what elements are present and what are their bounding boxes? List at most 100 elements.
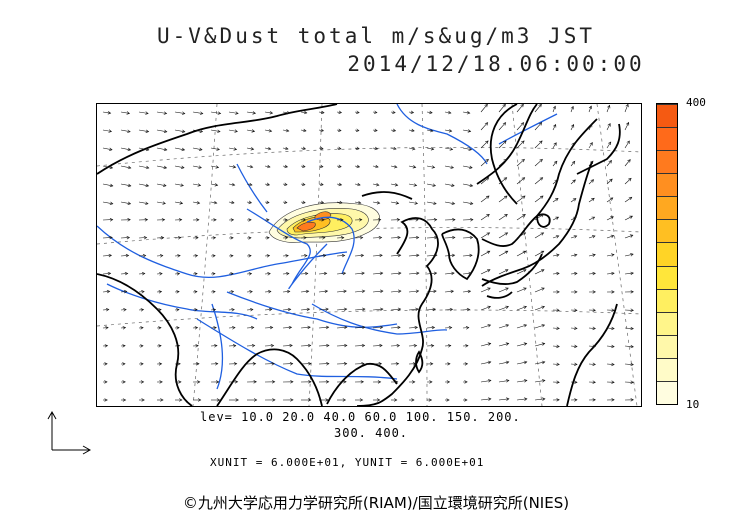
dust-concentration <box>268 202 381 243</box>
wind-arrow-head <box>540 214 544 218</box>
colorbar-band <box>657 242 677 266</box>
river <box>106 283 258 320</box>
wind-arrow-head <box>122 398 127 402</box>
wind-arrow <box>534 343 545 347</box>
wind-arrow-head <box>325 325 330 330</box>
wind-arrow-head <box>373 110 378 114</box>
wind-arrow <box>498 214 508 221</box>
wind-arrow <box>516 250 526 257</box>
wind-arrow <box>282 111 290 114</box>
wind-arrow-head <box>393 165 398 169</box>
wind-arrow-head <box>343 307 348 312</box>
wind-arrow-head <box>451 271 455 276</box>
wind-arrow <box>534 269 545 275</box>
wind-arrow-head <box>413 183 418 187</box>
wind-arrow-head <box>611 344 615 349</box>
wind-arrow-head <box>302 200 306 204</box>
wind-arrow <box>354 183 361 186</box>
wind-arrow <box>588 345 596 347</box>
wind-arrow-head <box>629 215 633 219</box>
wind-arrow <box>372 165 379 168</box>
wind-arrow-head <box>592 398 596 402</box>
wind-arrow <box>336 290 347 293</box>
wind-arrow-head <box>431 165 436 169</box>
wind-arrow <box>246 129 255 132</box>
wind-arrow <box>120 183 131 187</box>
wind-arrow-head <box>398 271 402 275</box>
wind-arrow-head <box>590 160 594 165</box>
wind-arrow-head <box>176 290 180 294</box>
wind-arrow-head <box>196 218 200 222</box>
wind-arrow <box>102 291 110 293</box>
wind-arrow <box>498 287 509 293</box>
wind-arrow-head <box>611 253 615 257</box>
wind-arrow-head <box>608 141 612 146</box>
wind-arrow <box>552 124 556 131</box>
wind-arrow-head <box>521 177 526 181</box>
wind-arrow <box>426 129 433 132</box>
wind-arrow <box>282 129 289 132</box>
wind-arrow-head <box>571 142 575 146</box>
wind-arrow-head <box>484 122 489 126</box>
wind-arrow-head <box>504 269 509 273</box>
wind-arrow-head <box>411 398 415 402</box>
wind-arrow-head <box>362 325 366 330</box>
wind-arrow-head <box>302 146 307 151</box>
wind-arrow-head <box>592 344 596 349</box>
wind-arrow-head <box>248 254 252 258</box>
wind-arrow <box>246 183 253 186</box>
wind-arrow-head <box>321 218 325 222</box>
wind-arrow <box>246 327 254 329</box>
wind-arrow <box>588 327 596 329</box>
wind-arrow <box>138 111 149 114</box>
wind-arrow <box>138 129 149 132</box>
wind-arrow <box>606 141 612 149</box>
wind-arrow <box>282 165 288 168</box>
wind-arrow-head <box>194 308 198 312</box>
wind-arrow-head <box>574 308 578 312</box>
wind-arrow <box>282 201 287 203</box>
coastline <box>97 104 338 175</box>
wind-arrow-head <box>107 271 112 276</box>
wind-arrow-head <box>611 380 615 384</box>
wind-arrow-head <box>572 179 576 183</box>
colorbar-band <box>657 380 677 404</box>
wind-arrow <box>606 235 614 239</box>
wind-arrow <box>534 324 545 329</box>
reference-vector-arrow-icon <box>47 410 92 455</box>
wind-arrow-head <box>630 344 634 349</box>
wind-arrow <box>192 129 203 132</box>
wind-arrow <box>462 147 472 150</box>
wind-arrow <box>318 129 324 132</box>
wind-arrow <box>498 269 509 275</box>
wind-arrow-head <box>523 305 527 309</box>
wind-arrow-head <box>449 147 454 151</box>
wind-arrow <box>426 111 433 114</box>
wind-arrow-head <box>285 128 290 133</box>
wind-arrow-head <box>213 326 217 330</box>
coastline <box>489 104 518 205</box>
wind-arrow-head <box>556 362 560 366</box>
wind-arrow-head <box>630 271 634 276</box>
wind-arrow-head <box>104 380 108 384</box>
wind-arrow-head <box>177 236 182 240</box>
wind-arrow <box>408 183 417 186</box>
wind-arrow <box>570 106 574 113</box>
wind-arrow <box>426 290 437 293</box>
wind-arrow-head <box>503 158 507 163</box>
wind-arrow <box>354 308 365 311</box>
coastline <box>566 303 618 406</box>
wind-arrow-head <box>320 182 324 186</box>
wind-arrow-head <box>249 182 253 187</box>
wind-arrow-head <box>160 236 165 240</box>
wind-arrow <box>408 308 419 311</box>
wind-arrow <box>588 216 595 221</box>
wind-arrow-head <box>127 183 132 188</box>
wind-arrow-head <box>412 165 417 169</box>
wind-arrow <box>426 327 435 329</box>
wind-arrow-head <box>450 165 455 169</box>
wind-arrow <box>516 122 524 131</box>
wind-arrow-head <box>248 236 252 240</box>
wind-arrow-head <box>486 269 491 273</box>
wind-arrow-head <box>140 344 144 348</box>
